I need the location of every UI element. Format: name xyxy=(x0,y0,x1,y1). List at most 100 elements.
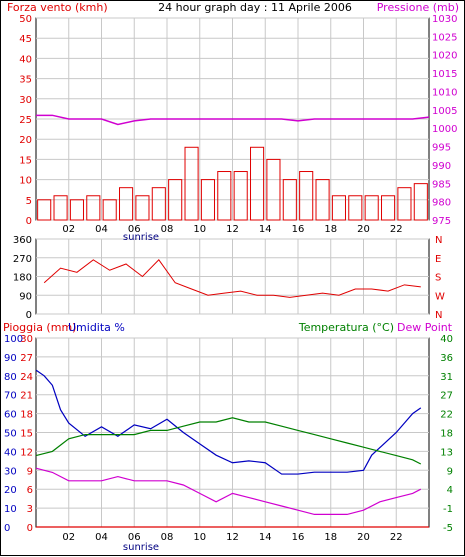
temperature-y-tick: 4 xyxy=(447,485,453,496)
x-tick-label: 06 xyxy=(128,532,141,543)
x-tick-label: 14 xyxy=(259,224,272,235)
dewpoint-line xyxy=(35,467,422,516)
x-tick-label: 18 xyxy=(324,532,337,543)
x-tick-label: 08 xyxy=(161,532,174,543)
chart-marks xyxy=(35,114,430,528)
rain-y-tick: 3 xyxy=(27,504,33,515)
rain-y-tick: 6 xyxy=(27,485,33,496)
temperature-y-tick: 18 xyxy=(440,429,453,440)
x-tick-label: 12 xyxy=(226,224,239,235)
rain-title: Pioggia (mm) xyxy=(3,321,76,334)
wind-bar xyxy=(200,179,215,221)
rain-y-tick: 18 xyxy=(20,410,33,421)
humidity-y-tick: 40 xyxy=(4,447,17,458)
direction-y-tick: 90 xyxy=(19,291,32,302)
pressure-y-tick: 1030 xyxy=(432,14,457,25)
temperature-y-tick: 27 xyxy=(440,391,453,402)
wind-y-tick: 5 xyxy=(26,196,32,207)
wind-bar xyxy=(299,171,314,221)
wind-title: Forza vento (kmh) xyxy=(7,1,108,14)
wind-bar xyxy=(168,179,183,221)
wind-y-tick: 10 xyxy=(19,176,32,187)
rain-y-tick: 12 xyxy=(20,447,33,458)
x-tick-label: 02 xyxy=(62,224,75,235)
wind-bar xyxy=(413,183,428,221)
wind-bar xyxy=(102,199,117,221)
wind-bar xyxy=(53,195,68,221)
grid-lines xyxy=(36,17,429,528)
x-tick-label: 16 xyxy=(292,224,305,235)
wind-bar xyxy=(331,195,346,221)
humidity-title: Umidita % xyxy=(68,321,125,334)
temperature-title: Temperatura (°C) xyxy=(298,321,394,334)
rain-y-tick: 0 xyxy=(27,523,33,534)
x-tick-label: 06 xyxy=(128,224,141,235)
temperature-y-tick: -1 xyxy=(443,504,453,515)
rain-y-tick: 24 xyxy=(20,372,33,383)
rain-y-tick: 27 xyxy=(20,353,33,364)
wind-bar xyxy=(37,199,52,221)
sunrise-label-top: sunrise xyxy=(123,232,159,243)
x-tick-label: 08 xyxy=(161,224,174,235)
axis-labels: 0202040406060808101012121414161618182020… xyxy=(4,14,457,543)
direction-y-tick: 270 xyxy=(13,254,32,265)
humidity-line xyxy=(35,369,422,475)
pressure-y-tick: 1000 xyxy=(432,124,457,135)
wind-bar xyxy=(364,195,379,221)
wind-y-tick: 50 xyxy=(19,14,32,25)
wind-y-tick: 45 xyxy=(19,34,32,45)
wind-bar xyxy=(266,158,281,221)
direction-line xyxy=(43,259,421,298)
x-tick-label: 10 xyxy=(193,224,206,235)
wind-bar xyxy=(250,146,265,221)
wind-bar xyxy=(397,187,412,221)
pressure-y-tick: 990 xyxy=(432,161,451,172)
temperature-y-tick: 13 xyxy=(440,447,453,458)
pressure-y-tick: 1020 xyxy=(432,51,457,62)
x-tick-label: 22 xyxy=(390,532,403,543)
x-tick-label: 02 xyxy=(62,532,75,543)
humidity-y-tick: 10 xyxy=(4,504,17,515)
wind-y-tick: 20 xyxy=(19,135,32,146)
pressure-y-tick: 985 xyxy=(432,179,451,190)
direction-y-tick: 0 xyxy=(26,310,32,321)
rain-y-tick: 21 xyxy=(20,391,33,402)
humidity-y-tick: 60 xyxy=(4,410,17,421)
pressure-y-tick: 1010 xyxy=(432,87,457,98)
rain-y-tick: 30 xyxy=(20,334,33,345)
x-tick-label: 04 xyxy=(95,532,108,543)
direction-compass-label: S xyxy=(435,273,441,284)
wind-y-tick: 15 xyxy=(19,155,32,166)
temperature-y-tick: 22 xyxy=(440,410,453,421)
wind-bar xyxy=(184,146,199,221)
direction-compass-label: W xyxy=(435,291,445,302)
pressure-y-tick: 1015 xyxy=(432,69,457,80)
wind-y-tick: 25 xyxy=(19,115,32,126)
wind-y-tick: 30 xyxy=(19,95,32,106)
pressure-y-tick: 975 xyxy=(432,216,451,227)
wind-y-tick: 0 xyxy=(26,216,32,227)
wind-bar xyxy=(233,171,248,221)
humidity-y-tick: 30 xyxy=(4,466,17,477)
temperature-y-tick: -5 xyxy=(443,523,453,534)
wind-bar xyxy=(69,199,84,221)
temperature-y-tick: 9 xyxy=(447,466,453,477)
direction-compass-label: N xyxy=(435,310,442,321)
dewpoint-title: Dew Point xyxy=(397,321,453,334)
temperature-y-tick: 31 xyxy=(440,372,453,383)
direction-y-tick: 180 xyxy=(13,273,32,284)
x-tick-label: 16 xyxy=(292,532,305,543)
wind-bar xyxy=(282,179,297,221)
temperature-y-tick: 40 xyxy=(440,334,453,345)
pressure-y-tick: 1025 xyxy=(432,32,457,43)
x-tick-label: 22 xyxy=(390,224,403,235)
wind-bar xyxy=(315,179,330,221)
temperature-line xyxy=(35,417,422,465)
wind-y-tick: 35 xyxy=(19,75,32,86)
x-tick-label: 04 xyxy=(95,224,108,235)
pressure-y-tick: 995 xyxy=(432,143,451,154)
humidity-y-tick: 50 xyxy=(4,429,17,440)
wind-bar xyxy=(381,195,396,221)
wind-y-tick: 40 xyxy=(19,54,32,65)
